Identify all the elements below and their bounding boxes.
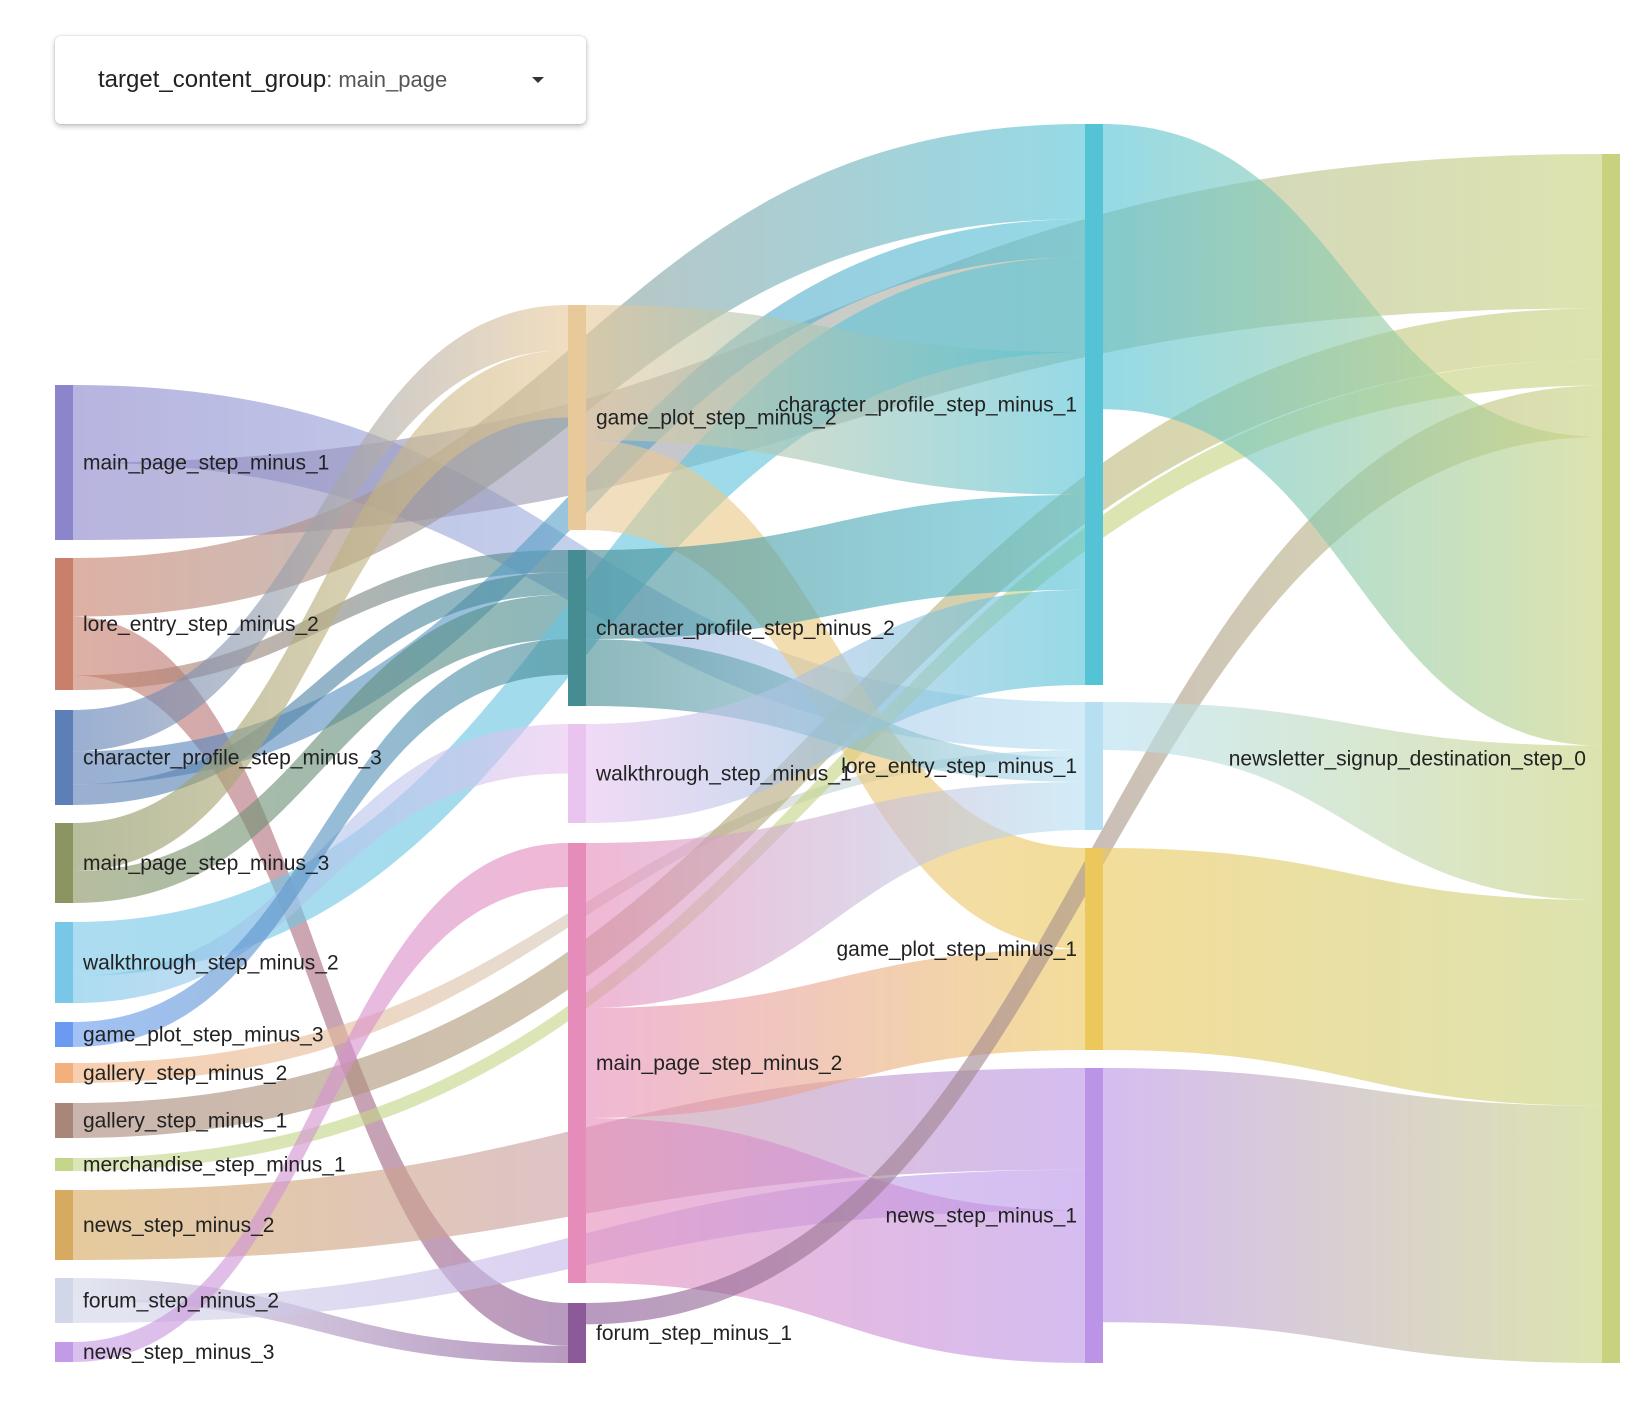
sankey-node-label: game_plot_step_minus_1 [837,938,1078,961]
sankey-node-fo2[interactable] [55,1278,73,1323]
sankey-node-label: gallery_step_minus_1 [83,1110,287,1133]
sankey-labels: main_page_step_minus_1 lore_entry_step_mi… [82,394,1586,1365]
sankey-node-wtm1[interactable] [568,724,586,823]
sankey-link-gpm1-to-dest[interactable] [1103,848,1602,1106]
sankey-link-cp3-to-cpm2[interactable] [73,572,568,805]
sankey-node-nem1[interactable] [1085,1068,1103,1363]
dropdown-label: target_content_group [98,66,327,93]
sankey-link-mpm3-to-cpm2[interactable] [73,594,568,903]
sankey-node-dest[interactable] [1602,154,1620,1363]
sankey-node-label: news_step_minus_1 [886,1205,1077,1228]
sankey-link-me1-to-dest[interactable] [73,359,1602,1171]
sankey-link-nem1-to-dest[interactable] [1103,1068,1602,1363]
sankey-node-label: forum_step_minus_1 [596,1322,792,1345]
sankey-node-mpm3[interactable] [55,823,73,903]
sankey-node-label: main_page_step_minus_1 [83,452,329,475]
sankey-node-mpm2[interactable] [568,843,586,1283]
sankey-link-ne3-to-mpm2[interactable] [73,843,568,1362]
sankey-node-gp3[interactable] [55,1022,73,1047]
sankey-node-label: game_plot_step_minus_3 [83,1024,324,1047]
sankey-node-label: character_profile_step_minus_3 [83,747,382,770]
sankey-node-label: walkthrough_step_minus_1 [595,763,852,786]
sankey-link-cpm2-to-cpm1[interactable] [586,494,1085,640]
sankey-node-fom1[interactable] [568,1303,586,1363]
sankey-node-label: lore_entry_step_minus_2 [83,613,319,636]
sankey-link-wt2-to-wtm1[interactable] [73,724,568,1003]
sankey-link-gp3-to-cpm2[interactable] [73,639,568,1047]
sankey-link-cpm1-to-dest[interactable] [1103,124,1602,746]
sankey-link-mpm2-to-gpm1[interactable] [586,949,1085,1118]
target-content-group-dropdown[interactable]: target_content_group : main_page [55,36,586,124]
sankey-node-ga1[interactable] [55,1103,73,1138]
sankey-node-label: walkthrough_step_minus_2 [82,952,339,975]
sankey-node-me1[interactable] [55,1158,73,1171]
sankey-node-ga2[interactable] [55,1063,73,1083]
sankey-node-cpm2[interactable] [568,550,586,706]
sankey-link-le2-to-fom1[interactable] [73,616,568,1346]
sankey-node-label: character_profile_step_minus_2 [596,617,895,640]
sankey-node-label: newsletter_signup_destination_step_0 [1229,748,1586,771]
dropdown-selected-value: main_page [338,67,448,92]
sankey-node-cpm1[interactable] [1085,124,1103,685]
sankey-node-label: gallery_step_minus_2 [83,1062,287,1085]
sankey-links [73,124,1602,1363]
sankey-node-label: game_plot_step_minus_2 [596,407,837,430]
sankey-node-gpm2[interactable] [568,305,586,530]
sankey-node-label: news_step_minus_2 [83,1214,274,1237]
sankey-node-wt2[interactable] [55,922,73,1003]
dropdown-colon: : [326,67,333,92]
sankey-node-gpm1[interactable] [1085,848,1103,1050]
sankey-link-mpm2-to-nem1[interactable] [586,1118,1085,1363]
sankey-node-mp3[interactable] [55,385,73,540]
sankey-node-label: merchandise_step_minus_1 [83,1154,346,1177]
sankey-nodes [55,124,1620,1363]
sankey-link-cp3-to-gpm2[interactable] [73,305,568,752]
sankey-node-label: character_profile_step_minus_1 [778,394,1077,417]
sankey-link-lem1-to-dest[interactable] [1103,702,1602,900]
sankey-link-wtm1-to-cpm1[interactable] [586,589,1085,823]
sankey-node-label: main_page_step_minus_2 [596,1052,842,1075]
sankey-node-cp3[interactable] [55,710,73,805]
sankey-node-le2[interactable] [55,558,73,690]
sankey-node-label: news_step_minus_3 [83,1341,274,1364]
sankey-node-lem1[interactable] [1085,702,1103,830]
sankey-node-label: main_page_step_minus_3 [83,852,329,875]
sankey-link-gpm2-to-cpm1[interactable] [586,305,1085,495]
chevron-down-icon [532,77,544,83]
sankey-node-ne2[interactable] [55,1190,73,1260]
sankey-node-label: lore_entry_step_minus_1 [841,755,1077,778]
sankey-link-mpm3-to-gpm2[interactable] [73,350,568,871]
sankey-link-mpm2-to-lem1[interactable] [586,782,1085,1008]
sankey-node-ne3[interactable] [55,1342,73,1362]
sankey-node-label: forum_step_minus_2 [83,1290,279,1313]
